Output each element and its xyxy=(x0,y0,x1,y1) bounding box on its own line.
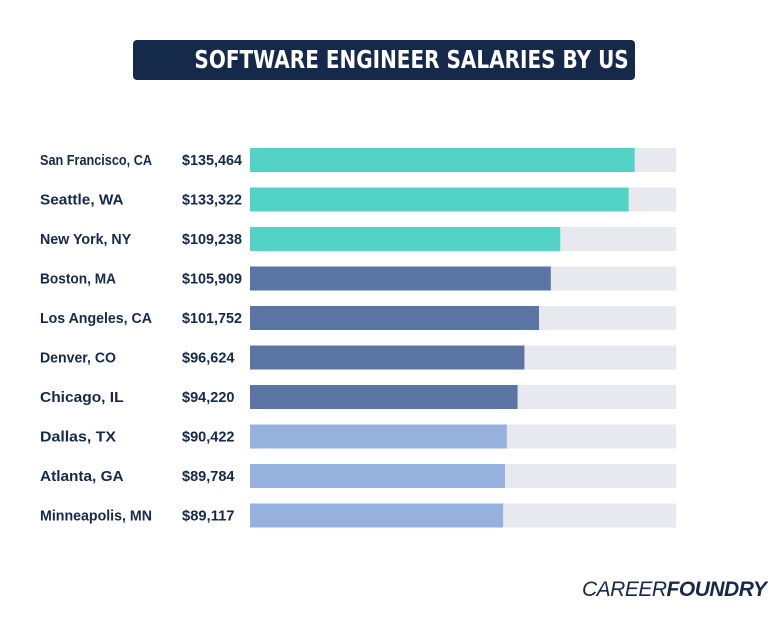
value-label: $109,238 xyxy=(182,232,242,248)
bar xyxy=(250,464,505,488)
bar xyxy=(250,424,507,449)
bar xyxy=(250,503,504,528)
category-label: Atlanta, GA xyxy=(40,469,124,485)
bar xyxy=(250,345,525,370)
logo-part2: FOUNDRY xyxy=(666,578,767,601)
bar xyxy=(250,306,539,330)
category-label: New York, NY xyxy=(40,232,132,248)
category-label: Minneapolis, MN xyxy=(40,509,152,525)
bar xyxy=(250,385,518,409)
value-label: $133,322 xyxy=(182,193,242,209)
value-label: $94,220 xyxy=(182,390,235,406)
bar xyxy=(250,148,635,172)
category-label: San Francisco, CA xyxy=(40,153,152,169)
category-label: Seattle, WA xyxy=(40,193,124,209)
bar xyxy=(250,227,561,251)
chart-title: SOFTWARE ENGINEER SALARIES BY US CITY xyxy=(133,40,686,80)
value-label: $105,909 xyxy=(182,272,242,288)
category-label: Denver, CO xyxy=(40,351,116,367)
chart-title-text: SOFTWARE ENGINEER SALARIES BY US CITY xyxy=(194,45,686,74)
category-label: Dallas, TX xyxy=(40,430,116,446)
value-label: $90,422 xyxy=(182,430,235,446)
category-label: Chicago, IL xyxy=(40,390,124,406)
careerfoundry-logo: CAREERFOUNDRY xyxy=(582,578,767,602)
value-label: $135,464 xyxy=(182,153,242,169)
value-label: $89,117 xyxy=(182,509,235,525)
category-label: Los Angeles, CA xyxy=(40,311,153,327)
bar xyxy=(250,266,551,291)
value-label: $96,624 xyxy=(182,351,235,367)
bar xyxy=(250,187,629,212)
category-label: Boston, MA xyxy=(40,272,116,288)
logo-part1: CAREER xyxy=(582,578,667,601)
value-label: $89,784 xyxy=(182,469,235,485)
value-label: $101,752 xyxy=(182,311,242,327)
